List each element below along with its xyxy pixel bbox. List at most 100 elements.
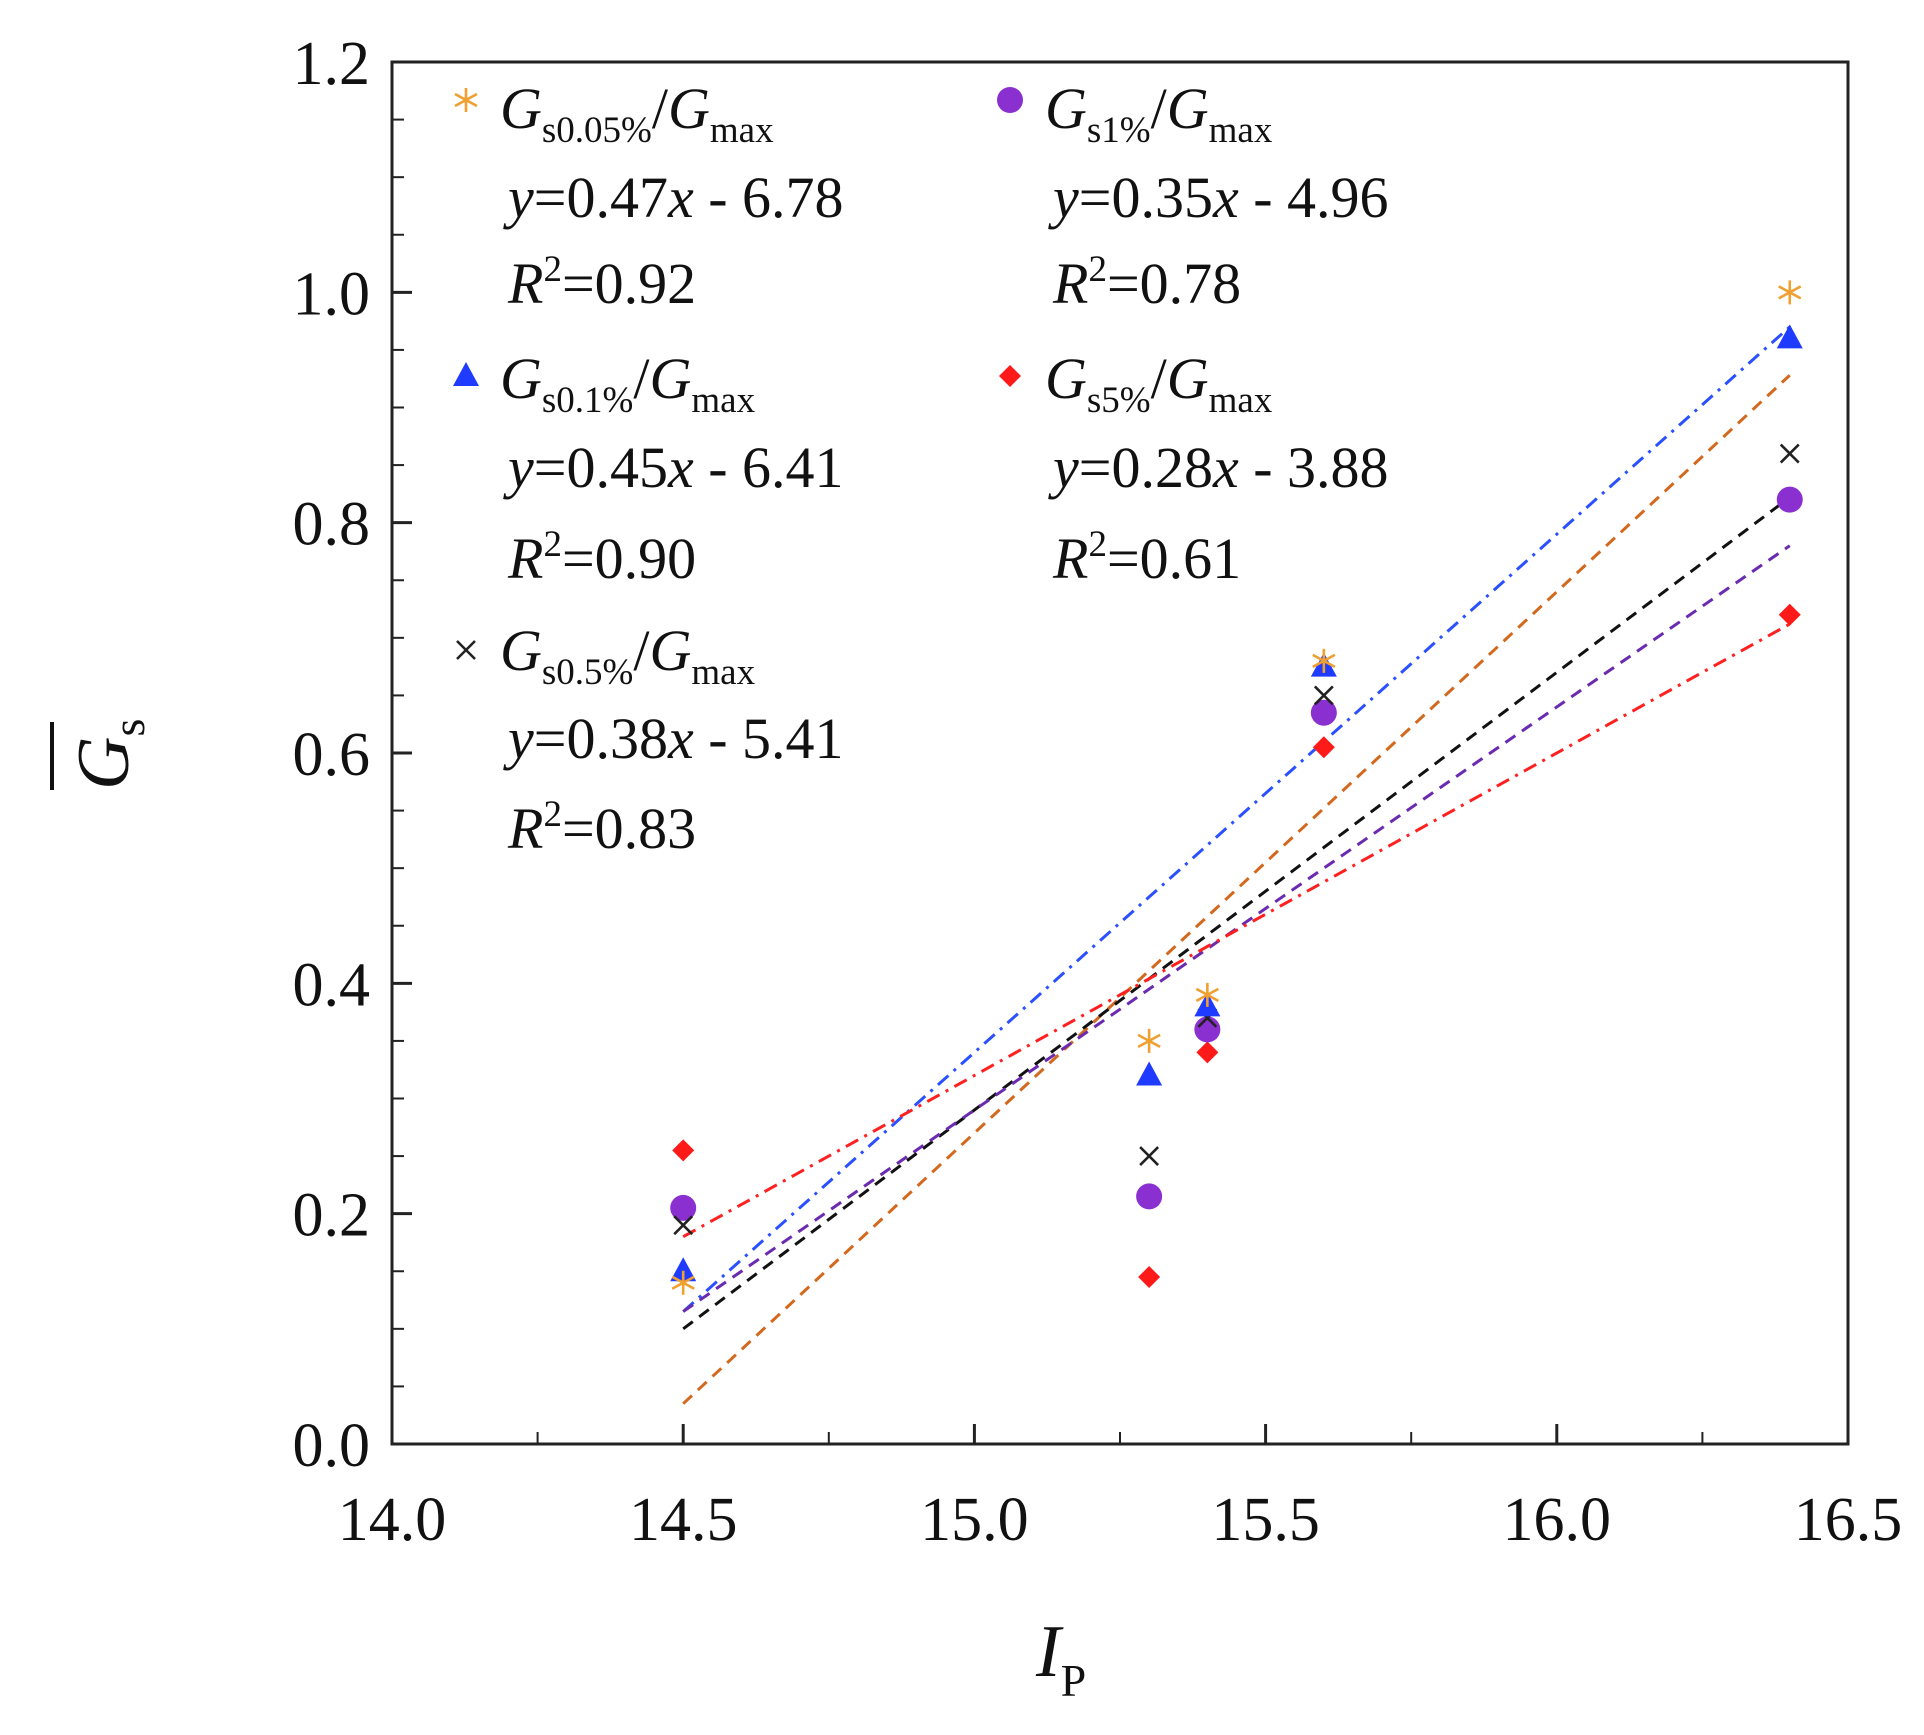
eq-rest: - 5.41	[694, 706, 844, 771]
legend-sub2: max	[1209, 110, 1273, 151]
axis-ticks	[390, 60, 1850, 1446]
marker-circle	[997, 87, 1023, 113]
eq-x: x	[1212, 165, 1239, 230]
legend-marker-diamond	[999, 365, 1021, 387]
legend-sub: s0.05%	[542, 110, 652, 151]
r2-sup: 2	[543, 524, 562, 565]
r2-r: R	[1052, 526, 1088, 591]
legend-sub2: max	[710, 110, 774, 151]
legend-g2: G	[1167, 76, 1209, 141]
x-axis-title: IP	[1035, 1611, 1086, 1706]
legend-name: Gs0.1%/Gmax	[500, 346, 756, 421]
legend-g: G	[500, 76, 542, 141]
y-axis-title-sub: s	[103, 719, 154, 737]
eq-x: x	[667, 706, 694, 771]
legend-marker-shape	[456, 640, 476, 660]
marker-diamond	[999, 365, 1021, 387]
r2-val: =0.90	[562, 526, 696, 591]
point-s01	[1136, 1061, 1163, 1086]
marker-triangle	[453, 362, 479, 386]
eq-rest: - 6.78	[694, 165, 844, 230]
marker-circle	[670, 1194, 697, 1221]
legend-slash: /	[1151, 76, 1168, 141]
r2-sup: 2	[1088, 249, 1107, 290]
legend-g2: G	[650, 346, 692, 411]
marker-asterisk	[1195, 982, 1219, 1007]
legend-name: Gs1%/Gmax	[1045, 76, 1273, 151]
eq-rest: - 4.96	[1239, 165, 1389, 230]
marker-x	[1313, 685, 1334, 706]
r2-sup: 2	[1088, 524, 1107, 565]
fit-line-s5	[682, 622, 1791, 1239]
x-tick-label: 16.5	[1794, 1486, 1903, 1554]
legend-r2: R2=0.92	[507, 249, 696, 316]
fit-line-s1	[682, 544, 1791, 1313]
legend-name: Gs0.5%/Gmax	[500, 618, 756, 693]
point-s1	[1310, 699, 1337, 726]
legend-sub2: max	[691, 652, 755, 693]
marker-diamond	[1778, 603, 1801, 626]
legend-g2: G	[668, 76, 710, 141]
marker-circle	[1310, 699, 1337, 726]
point-s5	[1196, 1041, 1219, 1064]
point-s1	[1194, 1016, 1221, 1043]
marker-diamond	[1196, 1041, 1219, 1064]
legend-equation: y=0.35x - 4.96	[1048, 165, 1389, 230]
legend-g: G	[500, 618, 542, 683]
r2-sup: 2	[543, 249, 562, 290]
eq-y: y	[503, 706, 534, 771]
r2-val: =0.78	[1107, 251, 1241, 316]
marker-triangle	[1136, 1061, 1163, 1086]
marker-circle	[1194, 1016, 1221, 1043]
legend-equation: y=0.28x - 3.88	[1048, 435, 1389, 500]
eq-mid: =0.45	[534, 435, 668, 500]
x-axis-title-main: I	[1035, 1611, 1064, 1693]
eq-mid: =0.28	[1079, 435, 1213, 500]
point-s05	[1139, 1146, 1160, 1166]
y-tick-label: 0.2	[293, 1182, 371, 1250]
legend-entry-s005: Gs0.05%/Gmax y=0.47x - 6.78 R2=0.92	[454, 76, 844, 316]
fit-line-s05	[682, 496, 1791, 1331]
y-tick-label: 0.4	[293, 951, 371, 1019]
point-s1	[1136, 1183, 1163, 1210]
y-tick-label: 0.6	[293, 721, 371, 789]
marker-circle	[1776, 486, 1803, 513]
legend-r2: R2=0.78	[1052, 249, 1241, 316]
r2-r: R	[1052, 251, 1088, 316]
x-tick-label: 15.5	[1211, 1486, 1320, 1554]
point-s005	[1778, 280, 1802, 305]
eq-mid: =0.38	[534, 706, 668, 771]
r2-sup: 2	[543, 794, 562, 835]
eq-x: x	[1212, 435, 1239, 500]
point-s005	[671, 1270, 695, 1295]
eq-y: y	[1048, 165, 1079, 230]
legend-r2: R2=0.83	[507, 794, 696, 861]
y-tick-label: 1.0	[293, 260, 371, 328]
marker-x	[1139, 1146, 1160, 1166]
eq-mid: =0.47	[534, 165, 668, 230]
legend-sub: s5%	[1087, 380, 1151, 421]
fit-line-s005	[682, 374, 1791, 1405]
eq-y: y	[503, 435, 534, 500]
legend-marker-triangle	[453, 362, 479, 386]
legend-g: G	[1045, 346, 1087, 411]
legend-slash: /	[633, 346, 650, 411]
legend-g: G	[500, 346, 542, 411]
marker-asterisk	[1137, 1028, 1161, 1053]
legend-marker-shape	[997, 87, 1023, 113]
marker-x	[673, 1215, 694, 1236]
legend-slash: /	[652, 76, 669, 141]
tick-labels: 0.0 0.2 0.4 0.6 0.8 1.0 1.2 14.0 14.5 15.0 15.5 16.…	[293, 30, 1903, 1554]
legend-entry-s05: Gs0.5%/Gmax y=0.38x - 5.41 R2=0.83	[456, 618, 844, 861]
x-tick-label: 15.0	[920, 1486, 1029, 1554]
marker-asterisk	[454, 88, 478, 112]
marker-x	[1779, 443, 1800, 464]
legend-equation: y=0.38x - 5.41	[503, 706, 844, 771]
r2-val: =0.92	[562, 251, 696, 316]
data-points	[670, 280, 1803, 1295]
point-s01	[670, 1257, 697, 1282]
legend-r2: R2=0.61	[1052, 524, 1241, 591]
legend-slash: /	[1151, 346, 1168, 411]
r2-r: R	[507, 526, 543, 591]
